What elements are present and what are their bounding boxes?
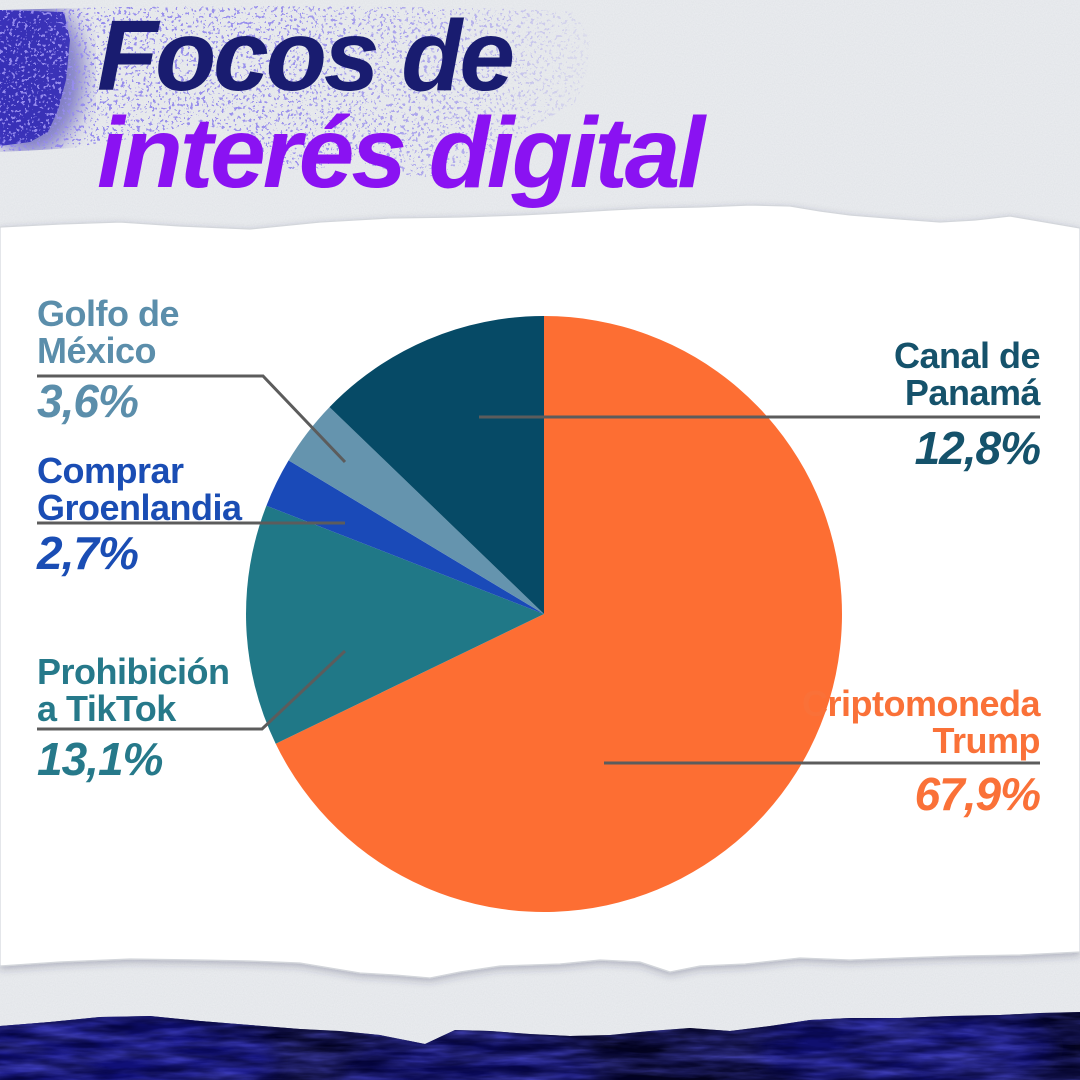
pie-segment-golfo <box>288 407 544 614</box>
pie-segments <box>246 315 842 912</box>
value-canal: 12,8% <box>914 422 1041 474</box>
pie-segment-tiktok <box>246 505 544 744</box>
page-title: Focos de interés digital <box>97 0 705 209</box>
value-cripto: 67,9% <box>914 768 1041 820</box>
label-cripto-line2: Trump <box>932 720 1040 761</box>
label-tiktok-line2: a TikTok <box>37 688 176 729</box>
label-prohibicion-tiktok: Prohibición a TikTok 13,1% <box>37 653 230 783</box>
pie-segment-canal <box>329 315 544 614</box>
value-golfo: 3,6% <box>37 375 139 427</box>
pie-segment-groenlandia <box>266 460 544 614</box>
value-tiktok: 13,1% <box>37 733 163 785</box>
label-golfo-line2: México <box>37 330 157 371</box>
leader-line-tiktok <box>37 649 347 731</box>
leader-lines <box>37 374 1040 765</box>
title-line-2: interés digital <box>97 97 705 209</box>
label-tiktok-line1: Prohibición <box>37 651 230 692</box>
label-comprar-groenlandia: Comprar Groenlandia 2,7% <box>37 452 242 577</box>
label-criptomoneda-trump: Criptomoneda Trump 67,9% <box>801 683 1041 820</box>
label-golfo-line1: Golfo de <box>37 293 180 334</box>
label-cripto-line1: Criptomoneda <box>801 683 1041 724</box>
leader-line-golfo <box>37 374 347 464</box>
label-golfo-de-mexico: Golfo de México 3,6% <box>37 293 180 427</box>
label-canal-line1: Canal de <box>893 335 1041 376</box>
label-groenlandia-line2: Groenlandia <box>37 487 242 528</box>
label-canal-de-panama: Canal de Panamá 12,8% <box>893 335 1041 474</box>
title-line-1: Focos de <box>97 0 515 112</box>
label-canal-line2: Panamá <box>904 372 1041 413</box>
value-groenlandia: 2,7% <box>37 527 139 579</box>
label-groenlandia-line1: Comprar <box>37 450 184 491</box>
